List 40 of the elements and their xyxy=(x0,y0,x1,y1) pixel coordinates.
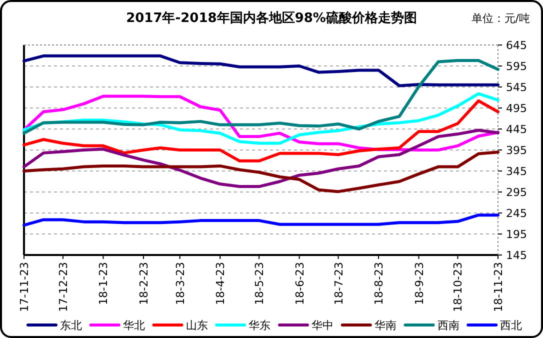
x-tick-label: 18-5-23 xyxy=(253,262,266,305)
x-tick-label: 18-1-23 xyxy=(97,262,110,305)
y-tick-label: 445 xyxy=(506,123,527,136)
x-tick-label: 18-11-23 xyxy=(492,262,505,312)
line-series xyxy=(22,59,500,135)
line-series xyxy=(22,54,500,88)
line-series xyxy=(22,150,500,194)
legend-label: 西南 xyxy=(437,319,460,332)
legend-label: 华东 xyxy=(248,319,271,332)
y-tick-label: 345 xyxy=(506,165,527,178)
x-tick-label: 18-10-23 xyxy=(452,262,465,312)
x-tick-label: 18-8-23 xyxy=(372,262,386,305)
line-series xyxy=(22,214,500,227)
legend-label: 山东 xyxy=(186,319,208,332)
chart-title: 2017年-2018年国内各地区98%硫酸价格走势图 xyxy=(126,10,417,26)
y-tick-label: 145 xyxy=(506,249,527,262)
y-tick-label: 245 xyxy=(506,207,527,220)
y-tick-label: 495 xyxy=(506,102,527,115)
legend-label: 华南 xyxy=(374,319,396,332)
y-tick-label: 395 xyxy=(506,144,527,157)
y-tick-label: 295 xyxy=(506,186,527,199)
y-tick-label: 545 xyxy=(506,81,527,94)
x-tick-label: 18-2-23 xyxy=(137,262,150,305)
x-tick-label: 17-11-23 xyxy=(18,262,31,312)
legend-label: 华北 xyxy=(122,319,145,332)
x-tick-label: 17-12-23 xyxy=(56,262,70,312)
y-tick-label: 195 xyxy=(506,228,527,241)
y-tick-label: 645 xyxy=(506,39,527,52)
x-tick-label: 18-6-23 xyxy=(293,262,306,305)
x-tick-label: 18-9-23 xyxy=(412,262,426,305)
line-series xyxy=(22,99,500,162)
legend-label: 西北 xyxy=(500,319,522,332)
x-tick-label: 18-3-23 xyxy=(174,262,187,305)
legend-label: 华中 xyxy=(312,319,334,332)
line-series xyxy=(22,128,500,188)
x-tick-label: 18-4-23 xyxy=(214,262,228,305)
x-tick-label: 18-7-23 xyxy=(332,262,346,305)
legend-label: 东北 xyxy=(60,319,82,332)
text: 单位：元/吨 xyxy=(471,12,530,25)
y-tick-label: 595 xyxy=(506,60,527,73)
